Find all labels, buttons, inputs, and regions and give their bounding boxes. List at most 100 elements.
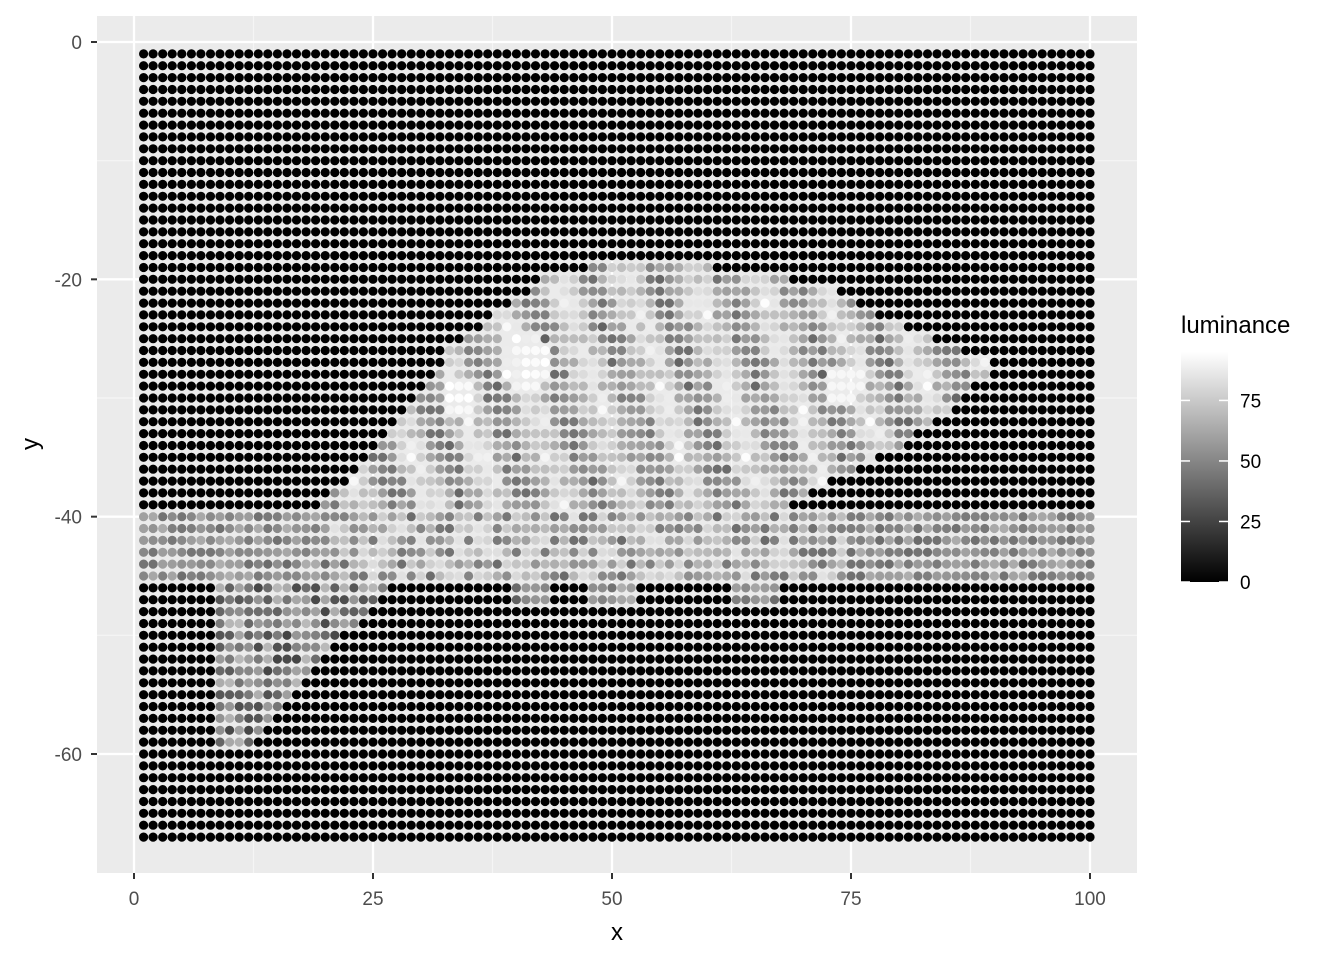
data-point [167,96,177,106]
data-point [789,108,799,118]
data-point [330,512,340,522]
data-point [311,61,321,71]
data-point [1047,535,1057,546]
data-point [1008,144,1019,154]
data-point [473,191,483,201]
data-point [1028,523,1038,534]
data-point [502,595,512,605]
data-point [999,357,1009,367]
data-point [272,618,282,629]
data-point [1085,239,1095,249]
data-point [760,381,770,391]
data-point [339,476,349,486]
data-point [291,262,302,273]
data-point [569,429,579,439]
data-point [464,108,474,118]
data-point [521,156,531,166]
data-point [158,108,168,118]
data-point [645,452,655,462]
data-point [358,286,368,296]
data-point [186,345,196,356]
data-point [961,274,971,284]
data-point [722,381,732,391]
data-point [626,559,636,569]
data-point [378,464,388,474]
data-point [636,369,646,379]
data-point [856,381,866,391]
data-point [683,488,694,498]
data-point [186,239,196,249]
data-point [626,512,636,522]
data-point [1028,310,1038,320]
data-point [387,227,397,237]
data-point [664,393,675,403]
data-point [177,144,187,154]
data-point [301,215,311,225]
data-point [760,156,770,166]
data-point [597,381,608,391]
data-point [550,132,560,142]
data-point [779,156,789,166]
data-point [253,49,263,59]
data-point [922,144,933,154]
data-point [712,108,722,118]
data-point [827,215,837,225]
data-point [492,274,502,284]
data-point [569,286,579,296]
data-point [961,144,971,154]
data-point [1018,167,1028,178]
data-point [444,73,455,83]
data-point [1066,286,1076,296]
data-point [330,476,340,486]
data-point [559,571,569,581]
data-point [846,298,856,308]
data-point [760,452,770,462]
data-point [636,84,646,95]
data-point [205,618,216,629]
data-point [903,583,914,593]
data-point [922,488,933,498]
data-point [550,120,560,130]
data-point [693,357,703,367]
data-point [291,488,302,498]
data-point [511,488,521,498]
data-point [1075,405,1085,415]
data-point [1037,298,1047,308]
data-point [942,96,952,106]
data-point [750,393,761,403]
data-point [530,464,541,474]
data-point [1018,310,1028,320]
data-point [358,512,368,522]
data-point [588,239,598,249]
data-point [301,108,311,118]
data-point [1037,618,1047,629]
data-point [760,464,770,474]
data-point [368,476,378,486]
data-point [779,191,789,201]
data-point [550,49,560,59]
data-point [349,476,359,486]
data-point [961,156,971,166]
data-point [617,630,627,640]
data-point [865,559,875,569]
data-point [703,571,713,581]
data-point [750,251,761,261]
data-point [320,607,330,617]
data-point [186,630,196,640]
data-point [588,500,598,510]
data-point [148,595,158,605]
data-point [205,120,216,130]
data-point [1047,345,1057,356]
data-point [760,417,770,427]
data-point [779,417,789,427]
data-point [177,630,187,640]
data-point [789,120,799,130]
data-point [875,298,885,308]
data-point [196,84,206,95]
data-point [683,512,694,522]
data-point [416,120,426,130]
data-point [683,49,694,59]
data-point [511,203,521,213]
data-point [244,535,254,546]
data-point [139,429,149,439]
